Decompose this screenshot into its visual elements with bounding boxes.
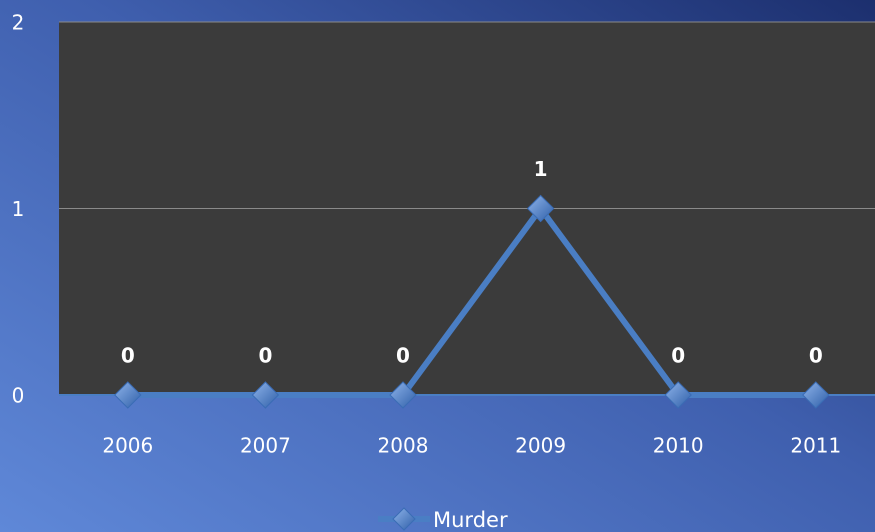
- marker: [802, 381, 830, 409]
- x-tick-label: 2007: [240, 434, 291, 458]
- y-tick-label: 2: [12, 11, 25, 35]
- legend-marker: [392, 507, 416, 531]
- y-tick-label: 0: [12, 384, 25, 408]
- data-label: 0: [258, 344, 272, 368]
- x-tick-label: 2008: [378, 434, 429, 458]
- data-label: 0: [396, 344, 410, 368]
- marker: [526, 194, 555, 223]
- y-tick-label: 1: [12, 197, 25, 221]
- series-line: [127, 205, 816, 398]
- legend-label: Murder: [433, 508, 508, 532]
- marker: [251, 381, 280, 409]
- marker: [114, 381, 142, 409]
- marker: [664, 381, 692, 409]
- x-tick-label: 2006: [102, 434, 153, 458]
- x-tick-label: 2010: [653, 434, 704, 458]
- data-label: 0: [809, 344, 823, 368]
- data-label: 1: [534, 157, 548, 181]
- x-tick-label: 2011: [790, 434, 841, 458]
- data-label: 0: [671, 344, 685, 368]
- data-label: 0: [121, 344, 135, 368]
- x-tick-label: 2009: [515, 434, 566, 458]
- marker: [389, 381, 417, 409]
